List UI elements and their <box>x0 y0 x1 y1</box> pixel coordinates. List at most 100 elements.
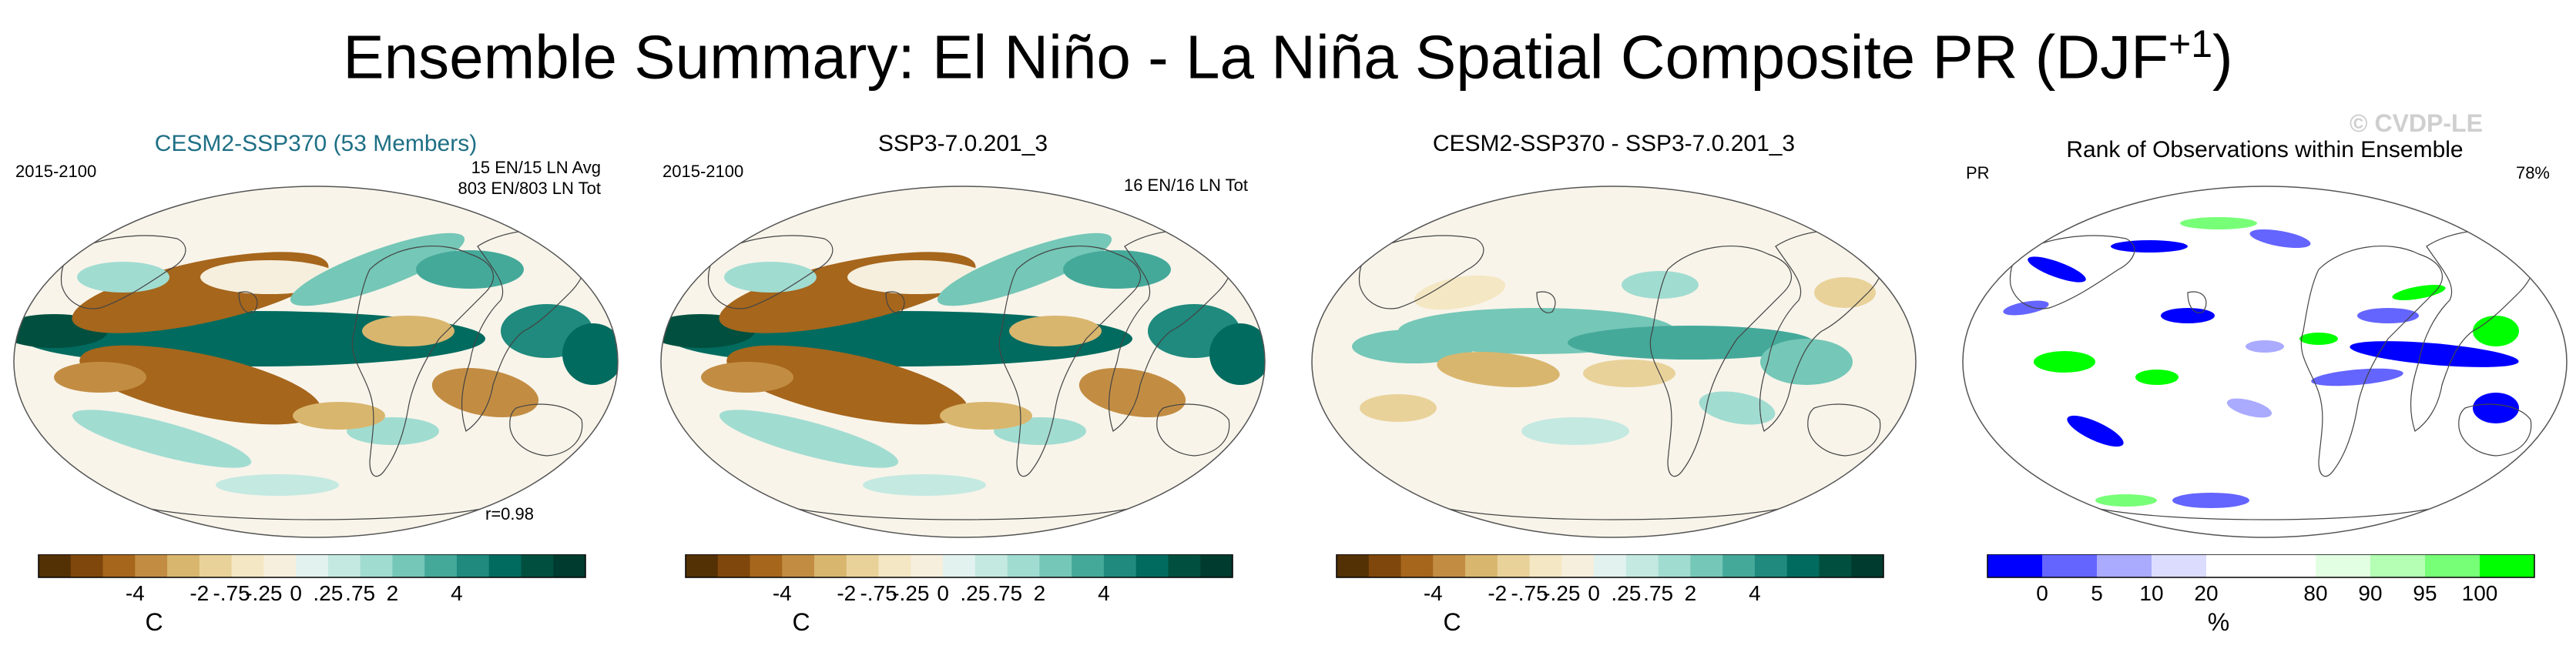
coastline <box>2458 403 2532 457</box>
precip-anomaly-region <box>562 323 618 385</box>
colorbar-swatch <box>1625 554 1659 577</box>
rank-anomaly-region <box>2028 256 2086 283</box>
colorbar-tick-label: -.25 <box>1543 581 1580 605</box>
precip-anomaly-region <box>1414 275 1506 310</box>
colorbar-tick-label: 80 <box>2303 581 2327 605</box>
colorbar-swatch <box>135 554 168 577</box>
colorbar-swatch <box>878 554 911 577</box>
panel-title: CESM2-SSP370 - SSP3-7.0.201_3 <box>1432 131 1796 156</box>
colorbar-swatch <box>1072 554 1105 577</box>
colorbar-frame <box>1987 554 2535 578</box>
colorbar-tick-label: 0 <box>290 581 302 605</box>
colorbar-swatch <box>1658 554 1691 577</box>
panel-cesm2-ensemble: CESM2-SSP370 (53 Members) 2015-2100 15 E… <box>8 115 624 654</box>
map-panel <box>1962 186 2568 538</box>
panel-title: CESM2-SSP370 (53 Members) <box>154 131 478 156</box>
colorbar-swatch <box>1819 554 1852 577</box>
rank-anomaly-region <box>2392 285 2446 300</box>
colorbar-swatch <box>1007 554 1040 577</box>
rank-anomaly-region <box>2311 368 2403 386</box>
coastline <box>2095 507 2435 520</box>
colorbar-swatch <box>1690 554 1723 577</box>
colorbar: -4 -2 -.75-.25 0 .25.75 2 4 <box>685 554 1233 605</box>
colorbar-swatch <box>360 554 393 577</box>
coastline <box>2187 291 2207 313</box>
coastline <box>1649 246 1792 477</box>
colorbar-units: C <box>145 608 163 636</box>
precip-anomaly-region <box>1209 323 1265 385</box>
coastline <box>793 507 1133 520</box>
rank-anomaly-region <box>2034 351 2095 373</box>
colorbar-swatch <box>1433 554 1466 577</box>
colorbar-tick-label: 95 <box>2413 581 2437 605</box>
precip-anomaly-region <box>290 232 465 306</box>
colorbar-tick-label: 4 <box>451 581 463 605</box>
precip-anomaly-region <box>77 262 169 293</box>
rank-anomaly-region <box>2473 316 2519 346</box>
colorbar-tick-label: 2 <box>1034 581 1046 605</box>
colorbar-tick-label: .75 <box>345 581 375 605</box>
colorbar-frame <box>38 554 586 578</box>
period-label: 2015-2100 <box>662 162 744 181</box>
colorbar-tick-label: -4 <box>126 581 145 605</box>
colorbar-tick-label: 100 <box>2462 581 2498 605</box>
coastline <box>1807 403 1881 457</box>
coastline <box>1444 507 1784 520</box>
colorbar-swatch <box>2425 554 2480 577</box>
colorbar-swatch <box>39 554 72 577</box>
precip-anomaly-region <box>1760 339 1853 385</box>
precip-anomaly-region <box>937 232 1112 306</box>
rank-anomaly-region <box>2161 308 2215 323</box>
colorbar-swatch <box>1039 554 1072 577</box>
pattern-correlation-label: r=0.98 <box>485 504 534 524</box>
colorbar-tick-label: 5 <box>2091 581 2103 605</box>
map-outline <box>660 186 1266 538</box>
colorbar-tick-label: 10 <box>2139 581 2163 605</box>
colorbar-swatch <box>1337 554 1370 577</box>
colorbar-swatch <box>521 554 554 577</box>
colorbar-swatch <box>1786 554 1820 577</box>
colorbar-frame <box>685 554 1233 578</box>
colorbar-swatch <box>2480 554 2535 577</box>
colorbar-swatch <box>553 554 586 577</box>
colorbar-tick-label: -.75 <box>213 581 250 605</box>
colorbar-swatch <box>102 554 136 577</box>
colorbar-swatch <box>263 554 297 577</box>
colorbar-tick-label: -4 <box>1424 581 1443 605</box>
precip-anomaly-region <box>863 474 986 496</box>
colorbar-units: C <box>1443 608 1461 636</box>
colorbar-swatch <box>1368 554 1402 577</box>
colorbar-units: C <box>792 608 810 636</box>
precip-anomaly-region <box>1622 271 1699 299</box>
colorbar-tick-label: .25 <box>960 581 990 605</box>
rank-anomaly-region <box>2067 415 2124 447</box>
colorbar-swatch <box>974 554 1008 577</box>
colorbar-tick-label: -2 <box>837 581 856 605</box>
rank-anomaly-region <box>2226 398 2272 418</box>
colorbar-swatch <box>1722 554 1756 577</box>
colorbar-swatch <box>846 554 880 577</box>
precip-anomaly-region <box>724 262 817 293</box>
precip-anomaly-region <box>1699 391 1776 425</box>
colorbar-tick-label: .75 <box>992 581 1022 605</box>
panel-difference: CESM2-SSP370 - SSP3-7.0.201_3 -4 -2 -.75 -.… <box>1306 115 1922 654</box>
colorbar-tick-label: 2 <box>387 581 399 605</box>
colorbar-swatch <box>2042 554 2098 577</box>
colorbar-swatch <box>327 554 361 577</box>
colorbar-tick-label: -.75 <box>860 581 897 605</box>
coastline <box>2300 246 2443 477</box>
map-panel <box>1311 186 1917 538</box>
colorbar-tick-label: .25 <box>313 581 343 605</box>
panel-rank: Rank of Observations within Ensemble PR … <box>1957 115 2573 654</box>
colorbar-tick-label: 4 <box>1098 581 1110 605</box>
colorbar-swatch <box>1497 554 1531 577</box>
precip-anomaly-region <box>293 402 385 430</box>
colorbar-swatch <box>70 554 104 577</box>
colorbar-tick-label: 4 <box>1749 581 1761 605</box>
colorbar-tick-label: 2 <box>1685 581 1697 605</box>
colorbar-swatch <box>1561 554 1595 577</box>
colorbar-swatch <box>1987 554 2043 577</box>
colorbar-swatch <box>2097 554 2152 577</box>
colorbar-tick-label: -.25 <box>245 581 282 605</box>
precip-anomaly-region <box>1814 277 1876 308</box>
